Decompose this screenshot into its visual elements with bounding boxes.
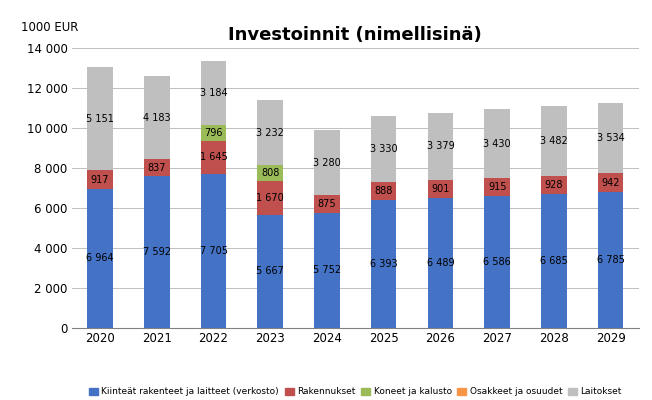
Text: 6 964: 6 964	[86, 253, 114, 263]
Bar	[314, 130, 340, 196]
Text: 917: 917	[91, 174, 110, 184]
Text: 7 705: 7 705	[200, 246, 228, 256]
Text: 875: 875	[318, 199, 336, 209]
Text: 915: 915	[488, 182, 507, 192]
Bar	[314, 196, 340, 213]
Text: 4 183: 4 183	[143, 112, 171, 122]
Bar	[428, 113, 453, 180]
Text: 5 752: 5 752	[313, 266, 341, 276]
Bar	[541, 176, 567, 194]
Bar	[201, 61, 226, 125]
Bar	[201, 125, 226, 141]
Text: 808: 808	[261, 168, 280, 178]
Bar	[598, 174, 623, 192]
Legend: Kiinteät rakenteet ja laitteet (verkosto), Rakennukset, Koneet ja kalusto, Osakk: Kiinteät rakenteet ja laitteet (verkosto…	[89, 387, 622, 396]
Bar	[144, 160, 170, 176]
Bar	[598, 103, 623, 174]
Text: 6 685: 6 685	[540, 256, 568, 266]
Text: 3 232: 3 232	[256, 128, 284, 138]
Text: 3 534: 3 534	[597, 133, 625, 143]
Bar	[258, 181, 283, 215]
Text: 3 379: 3 379	[426, 142, 454, 152]
Bar	[428, 180, 453, 198]
Text: 888: 888	[374, 186, 393, 196]
Title: Investoinnit (nimellisinä): Investoinnit (nimellisinä)	[228, 26, 482, 44]
Text: 6 785: 6 785	[597, 255, 625, 265]
Text: 3 482: 3 482	[540, 136, 568, 146]
Bar	[314, 213, 340, 328]
Text: 3 330: 3 330	[370, 144, 398, 154]
Bar	[428, 198, 453, 328]
Text: 6 489: 6 489	[426, 258, 454, 268]
Bar	[371, 182, 396, 200]
Text: 928: 928	[544, 180, 563, 190]
Text: 6 586: 6 586	[483, 257, 511, 267]
Bar	[87, 67, 113, 170]
Text: 5 151: 5 151	[86, 114, 114, 124]
Text: 796: 796	[204, 128, 223, 138]
Text: 1000 EUR: 1000 EUR	[21, 21, 78, 34]
Text: 1 645: 1 645	[200, 152, 228, 162]
Bar	[258, 100, 283, 165]
Bar	[598, 192, 623, 328]
Text: 6 393: 6 393	[370, 259, 398, 269]
Text: 3 280: 3 280	[313, 158, 341, 168]
Bar	[144, 76, 170, 160]
Bar	[87, 189, 113, 328]
Bar	[371, 116, 396, 182]
Bar	[541, 106, 567, 176]
Bar	[87, 170, 113, 189]
Text: 5 667: 5 667	[256, 266, 284, 276]
Text: 901: 901	[431, 184, 450, 194]
Bar	[484, 178, 510, 196]
Bar	[144, 176, 170, 328]
Bar	[258, 165, 283, 181]
Text: 942: 942	[601, 178, 620, 188]
Text: 1 670: 1 670	[256, 193, 284, 203]
Text: 3 430: 3 430	[483, 139, 511, 149]
Text: 837: 837	[147, 163, 166, 173]
Bar	[258, 215, 283, 328]
Bar	[484, 109, 510, 178]
Bar	[371, 200, 396, 328]
Bar	[201, 141, 226, 174]
Bar	[201, 174, 226, 328]
Text: 7 592: 7 592	[143, 247, 171, 257]
Text: 3 184: 3 184	[200, 88, 228, 98]
Bar	[541, 194, 567, 328]
Bar	[484, 196, 510, 328]
